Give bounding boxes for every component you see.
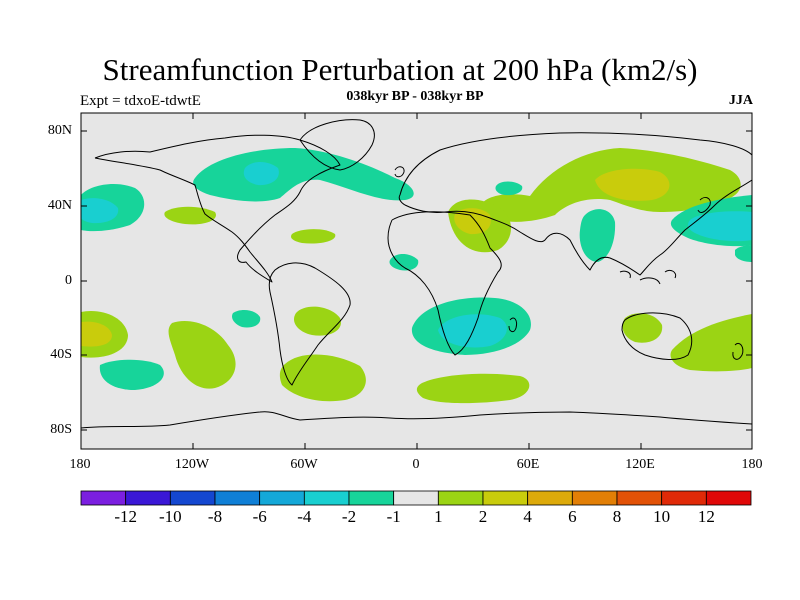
lon-label-0: 0 (412, 457, 420, 472)
lat-label-80n: 80N (47, 123, 72, 138)
eurasia-coast (398, 132, 752, 276)
colorbar-swatch (259, 490, 305, 506)
colorbar-swatch (125, 490, 171, 506)
japan-coast (697, 197, 711, 213)
europe-small-low (495, 181, 523, 196)
colorbar-swatch (169, 490, 216, 506)
experiment-label: Expt = tdxoE-tdwtE (80, 93, 201, 109)
north-atlantic-low (193, 148, 414, 202)
colorbar-label: -2 (341, 507, 357, 526)
africa-coast (387, 211, 502, 356)
colorbar-label: 6 (568, 507, 577, 526)
south-pacific-core (81, 321, 112, 347)
australia-coast (621, 312, 693, 360)
indonesia-islands (619, 269, 677, 285)
colorbar-swatch (661, 490, 707, 506)
colorbar-label: -12 (114, 507, 137, 526)
colorbar-label: -8 (207, 507, 223, 526)
uk-coast (394, 166, 405, 178)
lat-label-80s: 80S (50, 422, 72, 437)
colorbar-label: 4 (523, 507, 532, 526)
colorbar-label: -4 (297, 507, 312, 526)
west-africa-low (389, 254, 419, 271)
new-zealand-coast (732, 342, 744, 360)
south-pacific-low (99, 359, 164, 390)
lat-label-eq: 0 (65, 273, 72, 288)
madagascar-coast (508, 317, 517, 333)
colorbar-swatch (348, 490, 395, 506)
south-america-coast (268, 262, 351, 386)
lon-label-60e: 60E (516, 457, 540, 472)
atlantic-north-small (291, 229, 336, 244)
colorbar-swatch (303, 490, 350, 506)
colorbar-swatch (214, 490, 261, 506)
lon-label-120w: 120W (174, 457, 210, 472)
colorbar-swatch (482, 490, 529, 506)
colorbar-label: 2 (478, 507, 488, 526)
south-ocean-high (416, 373, 530, 404)
india-low (579, 209, 616, 262)
period-label: 038kyr BP - 038kyr BP (346, 89, 484, 104)
colorbar-swatch (705, 490, 752, 506)
colorbar-swatch (527, 490, 573, 506)
lon-label-120e: 120E (625, 457, 655, 472)
west-pacific-small-low (735, 245, 752, 262)
colorbar-swatch (571, 490, 618, 506)
lon-label-60w: 60W (290, 457, 318, 472)
south-pacific-ring (168, 321, 236, 389)
greenland-coast (299, 119, 375, 171)
australia-high (622, 313, 663, 343)
colorbar-swatch (80, 490, 127, 506)
atlantic-high (293, 306, 341, 336)
map-title: Streamfunction Perturbation at 200 hPa (… (102, 52, 698, 87)
colorbar-label: 1 (434, 507, 443, 526)
lon-label-180e: 180 (741, 457, 763, 472)
lat-label-40s: 40S (50, 347, 72, 362)
season-label: JJA (728, 93, 753, 108)
axis-ticks (81, 113, 752, 449)
colorbar (80, 490, 752, 506)
colorbar-label: -10 (158, 507, 182, 526)
asia-core (595, 168, 670, 201)
colorbar-label: 12 (697, 507, 715, 526)
canada-low-core (243, 162, 279, 186)
colorbar-label: 8 (612, 507, 622, 526)
pacific-east-core (81, 198, 119, 224)
coastlines (81, 119, 752, 429)
tasman-high (670, 314, 752, 372)
colorbar-label: -6 (252, 507, 267, 526)
south-america-high (279, 354, 366, 402)
colorbar-swatch (616, 490, 663, 506)
pacific-west-core (688, 211, 752, 242)
positive-cores (81, 168, 670, 347)
colorbar-swatch (437, 490, 484, 506)
antarctica-coast (81, 411, 752, 429)
lat-label-40n: 40N (47, 198, 72, 213)
map-area (81, 113, 752, 449)
colorbar-swatch (393, 490, 439, 506)
colorbar-label: 10 (653, 507, 671, 526)
north-america-coast (94, 134, 341, 283)
south-atlantic-small-low (232, 309, 261, 328)
lon-label-180w: 180 (69, 457, 91, 472)
colorbar-label: -1 (386, 507, 401, 526)
